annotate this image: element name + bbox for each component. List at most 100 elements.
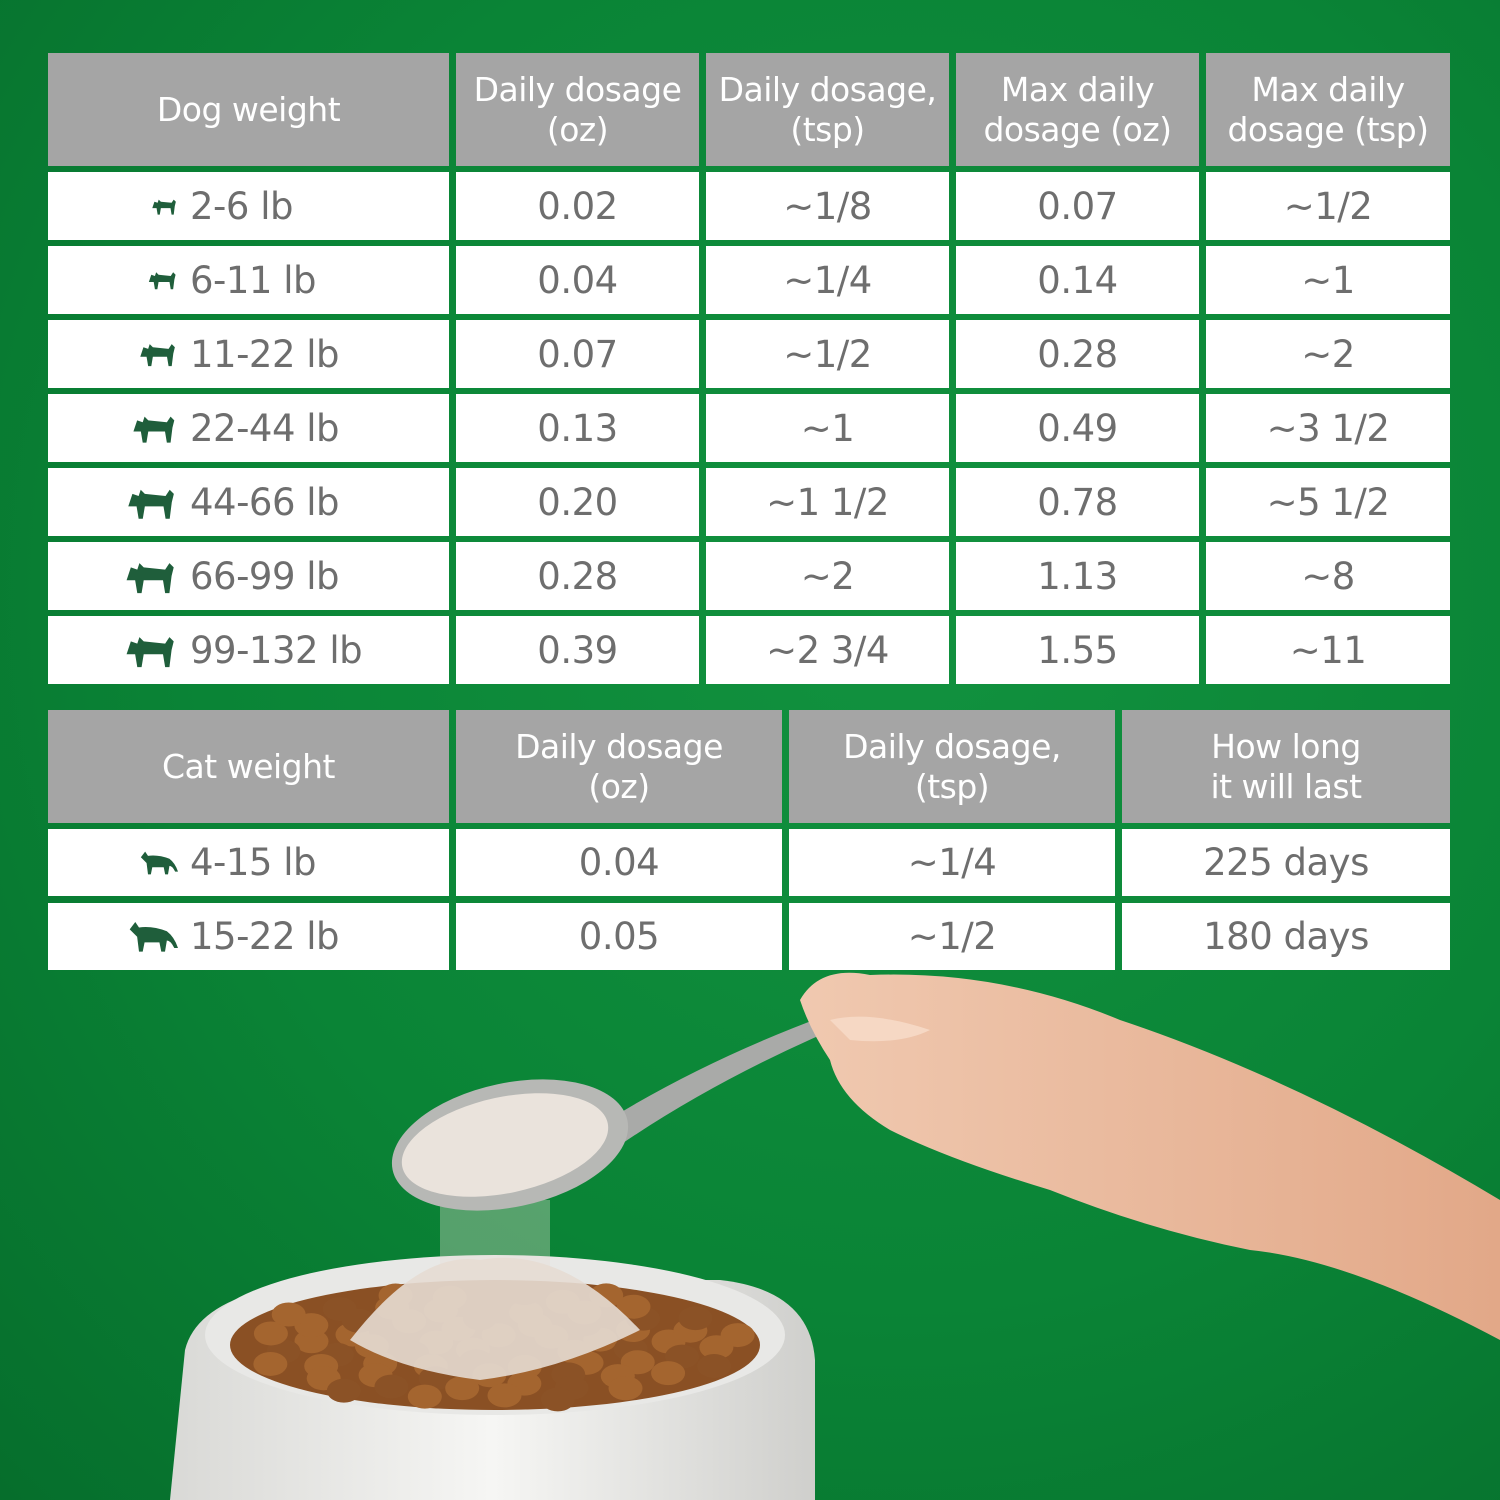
kibble-piece (271, 1302, 306, 1327)
value-cell: 0.07 (956, 172, 1199, 240)
value-cell: ~2 (1206, 320, 1450, 388)
value-cell: ~2 3/4 (706, 616, 949, 684)
terrier-icon (140, 344, 175, 367)
weight-cell: 15-22 lb (48, 903, 449, 970)
value-cell: 0.07 (456, 320, 699, 388)
value-cell: ~1 (1206, 246, 1450, 314)
value-cell: ~1/4 (706, 246, 949, 314)
value-cell: ~1/2 (1206, 172, 1450, 240)
small-cat-icon (140, 851, 178, 874)
kibble-piece (608, 1376, 643, 1401)
value-cell: 0.20 (456, 468, 699, 536)
kibble-piece (445, 1376, 480, 1401)
value-cell: 225 days (1122, 829, 1450, 896)
value-cell: ~1 1/2 (706, 468, 949, 536)
value-cell: ~1/4 (789, 829, 1115, 896)
column-header: Daily dosage, (tsp) (789, 710, 1115, 823)
value-cell: 0.14 (956, 246, 1199, 314)
chihuahua-icon (152, 199, 176, 215)
weight-label: 2-6 lb (190, 184, 293, 228)
column-header: Dog weight (48, 53, 449, 166)
value-cell: ~1 (706, 394, 949, 462)
weight-icon-wrap (118, 847, 190, 879)
kibble-piece (616, 1294, 651, 1319)
column-header: How long it will last (1122, 710, 1450, 823)
column-header: Daily dosage, (tsp) (706, 53, 949, 166)
weight-cell: 66-99 lb (48, 542, 449, 610)
chow-icon (128, 489, 174, 519)
value-cell: 0.78 (956, 468, 1199, 536)
kibble-piece (720, 1323, 755, 1348)
value-cell: ~2 (706, 542, 949, 610)
column-header: Max daily dosage (oz) (956, 53, 1199, 166)
weight-label: 66-99 lb (190, 554, 340, 598)
column-header: Daily dosage (oz) (456, 53, 699, 166)
column-header: Max daily dosage (tsp) (1206, 53, 1450, 166)
weight-cell: 22-44 lb (48, 394, 449, 462)
weight-cell: 2-6 lb (48, 172, 449, 240)
kibble-piece (374, 1374, 409, 1399)
value-cell: 1.13 (956, 542, 1199, 610)
column-header: Cat weight (48, 710, 449, 823)
weight-label: 44-66 lb (190, 480, 340, 524)
weight-icon-wrap (118, 916, 190, 958)
doberman-icon (126, 563, 174, 594)
weight-cell: 11-22 lb (48, 320, 449, 388)
value-cell: 0.49 (956, 394, 1199, 462)
kibble-piece (253, 1321, 288, 1346)
value-cell: 0.28 (956, 320, 1199, 388)
value-cell: 180 days (1122, 903, 1450, 970)
kibble-piece (326, 1378, 361, 1403)
weight-cell: 4-15 lb (48, 829, 449, 896)
weight-icon-wrap (118, 194, 190, 218)
hand-spoon-bowl-photo (170, 972, 1500, 1500)
weight-label: 6-11 lb (190, 258, 317, 302)
weight-cell: 6-11 lb (48, 246, 449, 314)
value-cell: 0.13 (456, 394, 699, 462)
value-cell: 1.55 (956, 616, 1199, 684)
value-cell: ~1/8 (706, 172, 949, 240)
powder-pile (350, 1257, 640, 1380)
value-cell: 0.04 (456, 829, 782, 896)
kibble-piece (407, 1384, 442, 1409)
weight-icon-wrap (118, 479, 190, 525)
value-cell: ~5 1/2 (1206, 468, 1450, 536)
kibble-piece (487, 1383, 522, 1408)
hand (800, 972, 1500, 1340)
weight-icon-wrap (118, 552, 190, 600)
column-header: Daily dosage (oz) (456, 710, 782, 823)
value-cell: 0.28 (456, 542, 699, 610)
value-cell: 0.04 (456, 246, 699, 314)
value-cell: ~1/2 (789, 903, 1115, 970)
kibble-piece (253, 1351, 288, 1376)
kibble-piece (540, 1387, 575, 1412)
value-cell: 0.05 (456, 903, 782, 970)
value-cell: ~8 (1206, 542, 1450, 610)
kibble-piece (322, 1296, 357, 1321)
kibble-piece (697, 1354, 732, 1379)
kibble-piece (651, 1361, 686, 1386)
value-cell: 0.39 (456, 616, 699, 684)
powder-stream (440, 1200, 550, 1270)
weight-icon-wrap (118, 407, 190, 449)
weight-icon-wrap (118, 266, 190, 293)
weight-icon-wrap (118, 622, 190, 678)
kibble-piece (678, 1306, 713, 1331)
akita-icon (126, 637, 174, 668)
weight-label: 15-22 lb (190, 915, 340, 958)
value-cell: 0.02 (456, 172, 699, 240)
weight-label: 11-22 lb (190, 332, 340, 376)
weight-cell: 99-132 lb (48, 616, 449, 684)
weight-cell: 44-66 lb (48, 468, 449, 536)
spoon (391, 1000, 875, 1211)
value-cell: ~3 1/2 (1206, 394, 1450, 462)
value-cell: ~11 (1206, 616, 1450, 684)
weight-label: 4-15 lb (190, 841, 317, 884)
value-cell: ~1/2 (706, 320, 949, 388)
weight-label: 99-132 lb (190, 628, 363, 672)
large-cat-icon (129, 921, 178, 952)
spaniel-icon (133, 416, 175, 443)
pomeranian-icon (148, 272, 176, 290)
weight-icon-wrap (118, 336, 190, 371)
weight-label: 22-44 lb (190, 406, 340, 450)
